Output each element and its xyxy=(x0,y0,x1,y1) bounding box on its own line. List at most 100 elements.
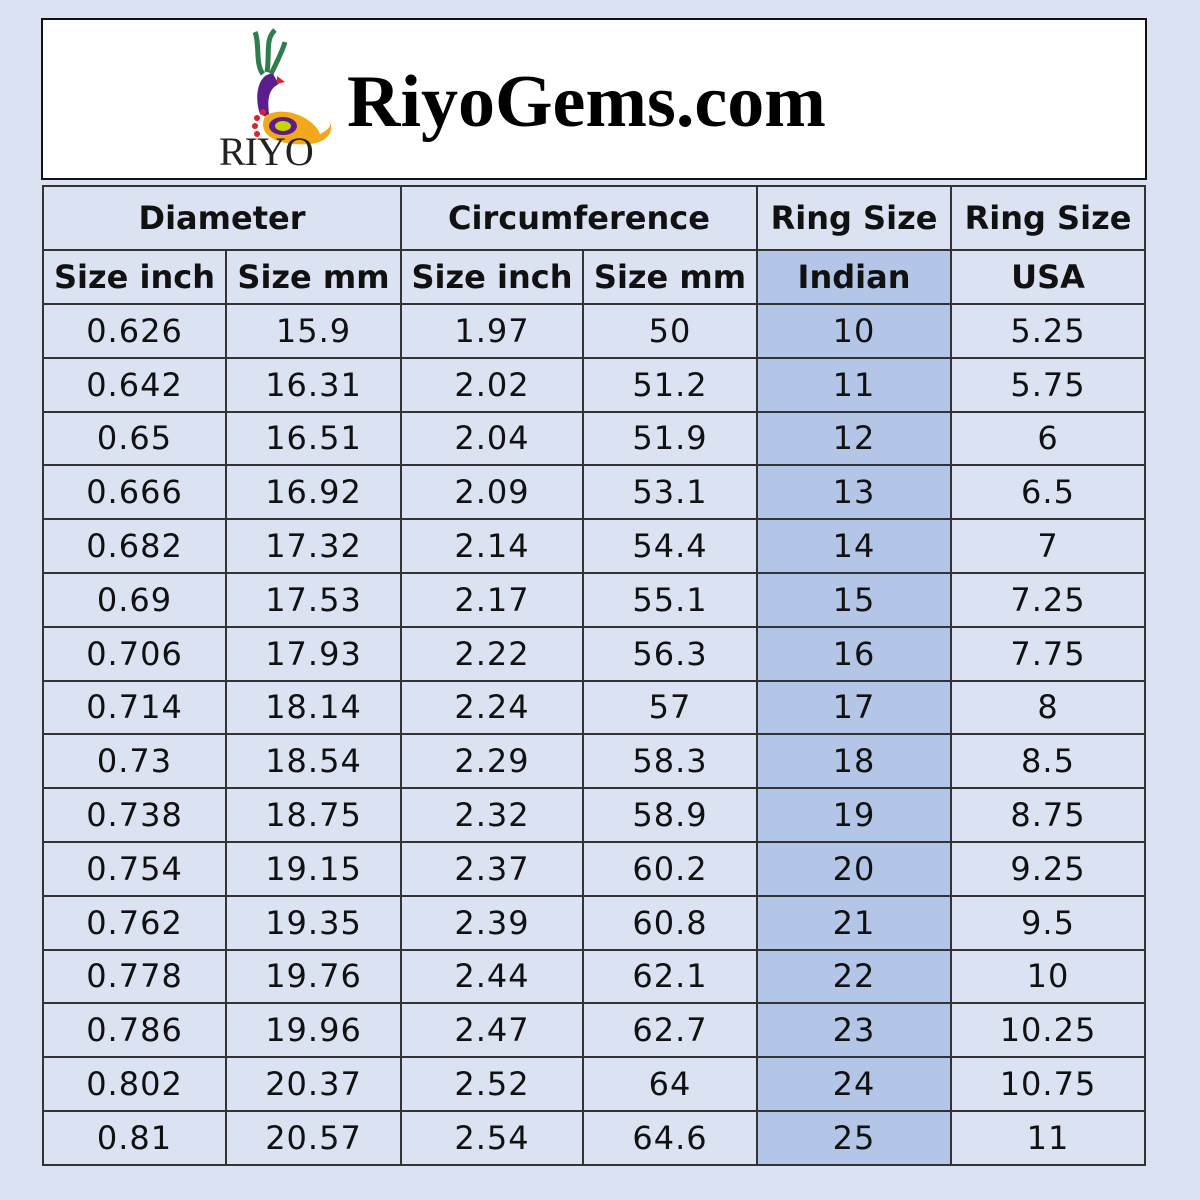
table-cell: 2.52 xyxy=(400,1056,584,1112)
table-cell: 56.3 xyxy=(582,625,758,682)
table-row: 0.642 16.31 2.02 51.2 11 5.75 xyxy=(42,356,1146,413)
table-cell: 20.37 xyxy=(225,1056,402,1112)
table-cell: 10 xyxy=(756,303,952,359)
table-row: 0.666 16.92 2.09 53.1 13 6.5 xyxy=(42,464,1146,521)
table-cell: 2.37 xyxy=(400,840,584,897)
table-cell: 2.17 xyxy=(400,571,584,628)
table-row: 0.682 17.32 2.14 54.4 14 7 xyxy=(42,518,1146,574)
table-cell: 2.29 xyxy=(400,733,584,790)
table-cell: 8.5 xyxy=(950,733,1146,790)
col-header: Size mm xyxy=(225,249,402,305)
table-cell: 53.1 xyxy=(582,464,758,521)
col-header: Indian xyxy=(756,249,952,305)
table-cell: 0.706 xyxy=(42,625,227,682)
table-cell: 2.04 xyxy=(400,410,584,467)
table-cell: 23 xyxy=(756,1002,952,1059)
table-cell: 0.73 xyxy=(42,733,227,790)
table-row: 0.738 18.75 2.32 58.9 19 8.75 xyxy=(42,787,1146,843)
table-cell: 62.1 xyxy=(582,948,758,1005)
group-header-circumference: Circumference xyxy=(400,185,758,251)
table-cell: 18.54 xyxy=(225,733,402,790)
table-cell: 0.65 xyxy=(42,410,227,467)
table-cell: 19 xyxy=(756,787,952,843)
table-cell: 10.75 xyxy=(950,1056,1146,1112)
table-cell: 10.25 xyxy=(950,1002,1146,1059)
table-cell: 19.35 xyxy=(225,894,402,951)
table-row: 0.786 19.96 2.47 62.7 23 10.25 xyxy=(42,1002,1146,1059)
table-cell: 12 xyxy=(756,410,952,467)
table-cell: 11 xyxy=(756,356,952,413)
table-cell: 1.97 xyxy=(400,303,584,359)
table-cell: 57 xyxy=(582,679,758,736)
table-cell: 0.714 xyxy=(42,679,227,736)
table-row: 0.69 17.53 2.17 55.1 15 7.25 xyxy=(42,571,1146,628)
col-header: Size inch xyxy=(400,249,584,305)
table-cell: 2.32 xyxy=(400,787,584,843)
table-cell: 0.786 xyxy=(42,1002,227,1059)
table-cell: 25 xyxy=(756,1109,952,1166)
table-cell: 2.24 xyxy=(400,679,584,736)
table-cell: 14 xyxy=(756,518,952,574)
table-cell: 2.44 xyxy=(400,948,584,1005)
table-cell: 5.25 xyxy=(950,303,1146,359)
ring-size-table: Diameter Circumference Ring Size Ring Si… xyxy=(42,185,1146,1166)
table-row: 0.73 18.54 2.29 58.3 18 8.5 xyxy=(42,733,1146,790)
table-cell: 17.32 xyxy=(225,518,402,574)
table-row: 0.81 20.57 2.54 64.6 25 11 xyxy=(42,1109,1146,1166)
table-row: 0.65 16.51 2.04 51.9 12 6 xyxy=(42,410,1146,467)
table-cell: 55.1 xyxy=(582,571,758,628)
group-header-diameter: Diameter xyxy=(42,185,402,251)
table-cell: 19.15 xyxy=(225,840,402,897)
table-row: 0.754 19.15 2.37 60.2 20 9.25 xyxy=(42,840,1146,897)
table-cell: 9.25 xyxy=(950,840,1146,897)
table-cell: 0.626 xyxy=(42,303,227,359)
table-cell: 16.92 xyxy=(225,464,402,521)
table-cell: 10 xyxy=(950,948,1146,1005)
table-cell: 0.738 xyxy=(42,787,227,843)
table-cell: 2.54 xyxy=(400,1109,584,1166)
table-cell: 0.81 xyxy=(42,1109,227,1166)
table-cell: 54.4 xyxy=(582,518,758,574)
table-cell: 6 xyxy=(950,410,1146,467)
site-title: RiyoGems.com xyxy=(347,61,826,143)
table-cell: 15 xyxy=(756,571,952,628)
col-header: Size inch xyxy=(42,249,227,305)
table-cell: 18.14 xyxy=(225,679,402,736)
table-row: 0.706 17.93 2.22 56.3 16 7.75 xyxy=(42,625,1146,682)
table-cell: 21 xyxy=(756,894,952,951)
table-cell: 64 xyxy=(582,1056,758,1112)
table-cell: 19.76 xyxy=(225,948,402,1005)
table-cell: 16.51 xyxy=(225,410,402,467)
table-cell: 18.75 xyxy=(225,787,402,843)
table-cell: 0.762 xyxy=(42,894,227,951)
table-cell: 58.9 xyxy=(582,787,758,843)
table-cell: 0.802 xyxy=(42,1056,227,1112)
table-row: 0.762 19.35 2.39 60.8 21 9.5 xyxy=(42,894,1146,951)
table-cell: 0.69 xyxy=(42,571,227,628)
table-cell: 2.47 xyxy=(400,1002,584,1059)
table-cell: 5.75 xyxy=(950,356,1146,413)
table-row: 0.714 18.14 2.24 57 17 8 xyxy=(42,679,1146,736)
group-header-ring-size-indian: Ring Size xyxy=(756,185,952,251)
table-cell: 2.39 xyxy=(400,894,584,951)
col-header: USA xyxy=(950,249,1146,305)
logo-text: RIYO xyxy=(219,129,314,174)
col-header: Size mm xyxy=(582,249,758,305)
table-cell: 51.2 xyxy=(582,356,758,413)
table-cell: 20.57 xyxy=(225,1109,402,1166)
table-cell: 62.7 xyxy=(582,1002,758,1059)
table-cell: 13 xyxy=(756,464,952,521)
table-cell: 17.93 xyxy=(225,625,402,682)
table-cell: 50 xyxy=(582,303,758,359)
table-cell: 22 xyxy=(756,948,952,1005)
table-cell: 2.02 xyxy=(400,356,584,413)
table-cell: 19.96 xyxy=(225,1002,402,1059)
table-cell: 2.09 xyxy=(400,464,584,521)
table-cell: 60.2 xyxy=(582,840,758,897)
table-cell: 64.6 xyxy=(582,1109,758,1166)
peacock-logo-icon xyxy=(252,28,332,145)
table-cell: 7.75 xyxy=(950,625,1146,682)
table-cell: 18 xyxy=(756,733,952,790)
table-cell: 6.5 xyxy=(950,464,1146,521)
table-row: 0.626 15.9 1.97 50 10 5.25 xyxy=(42,303,1146,359)
